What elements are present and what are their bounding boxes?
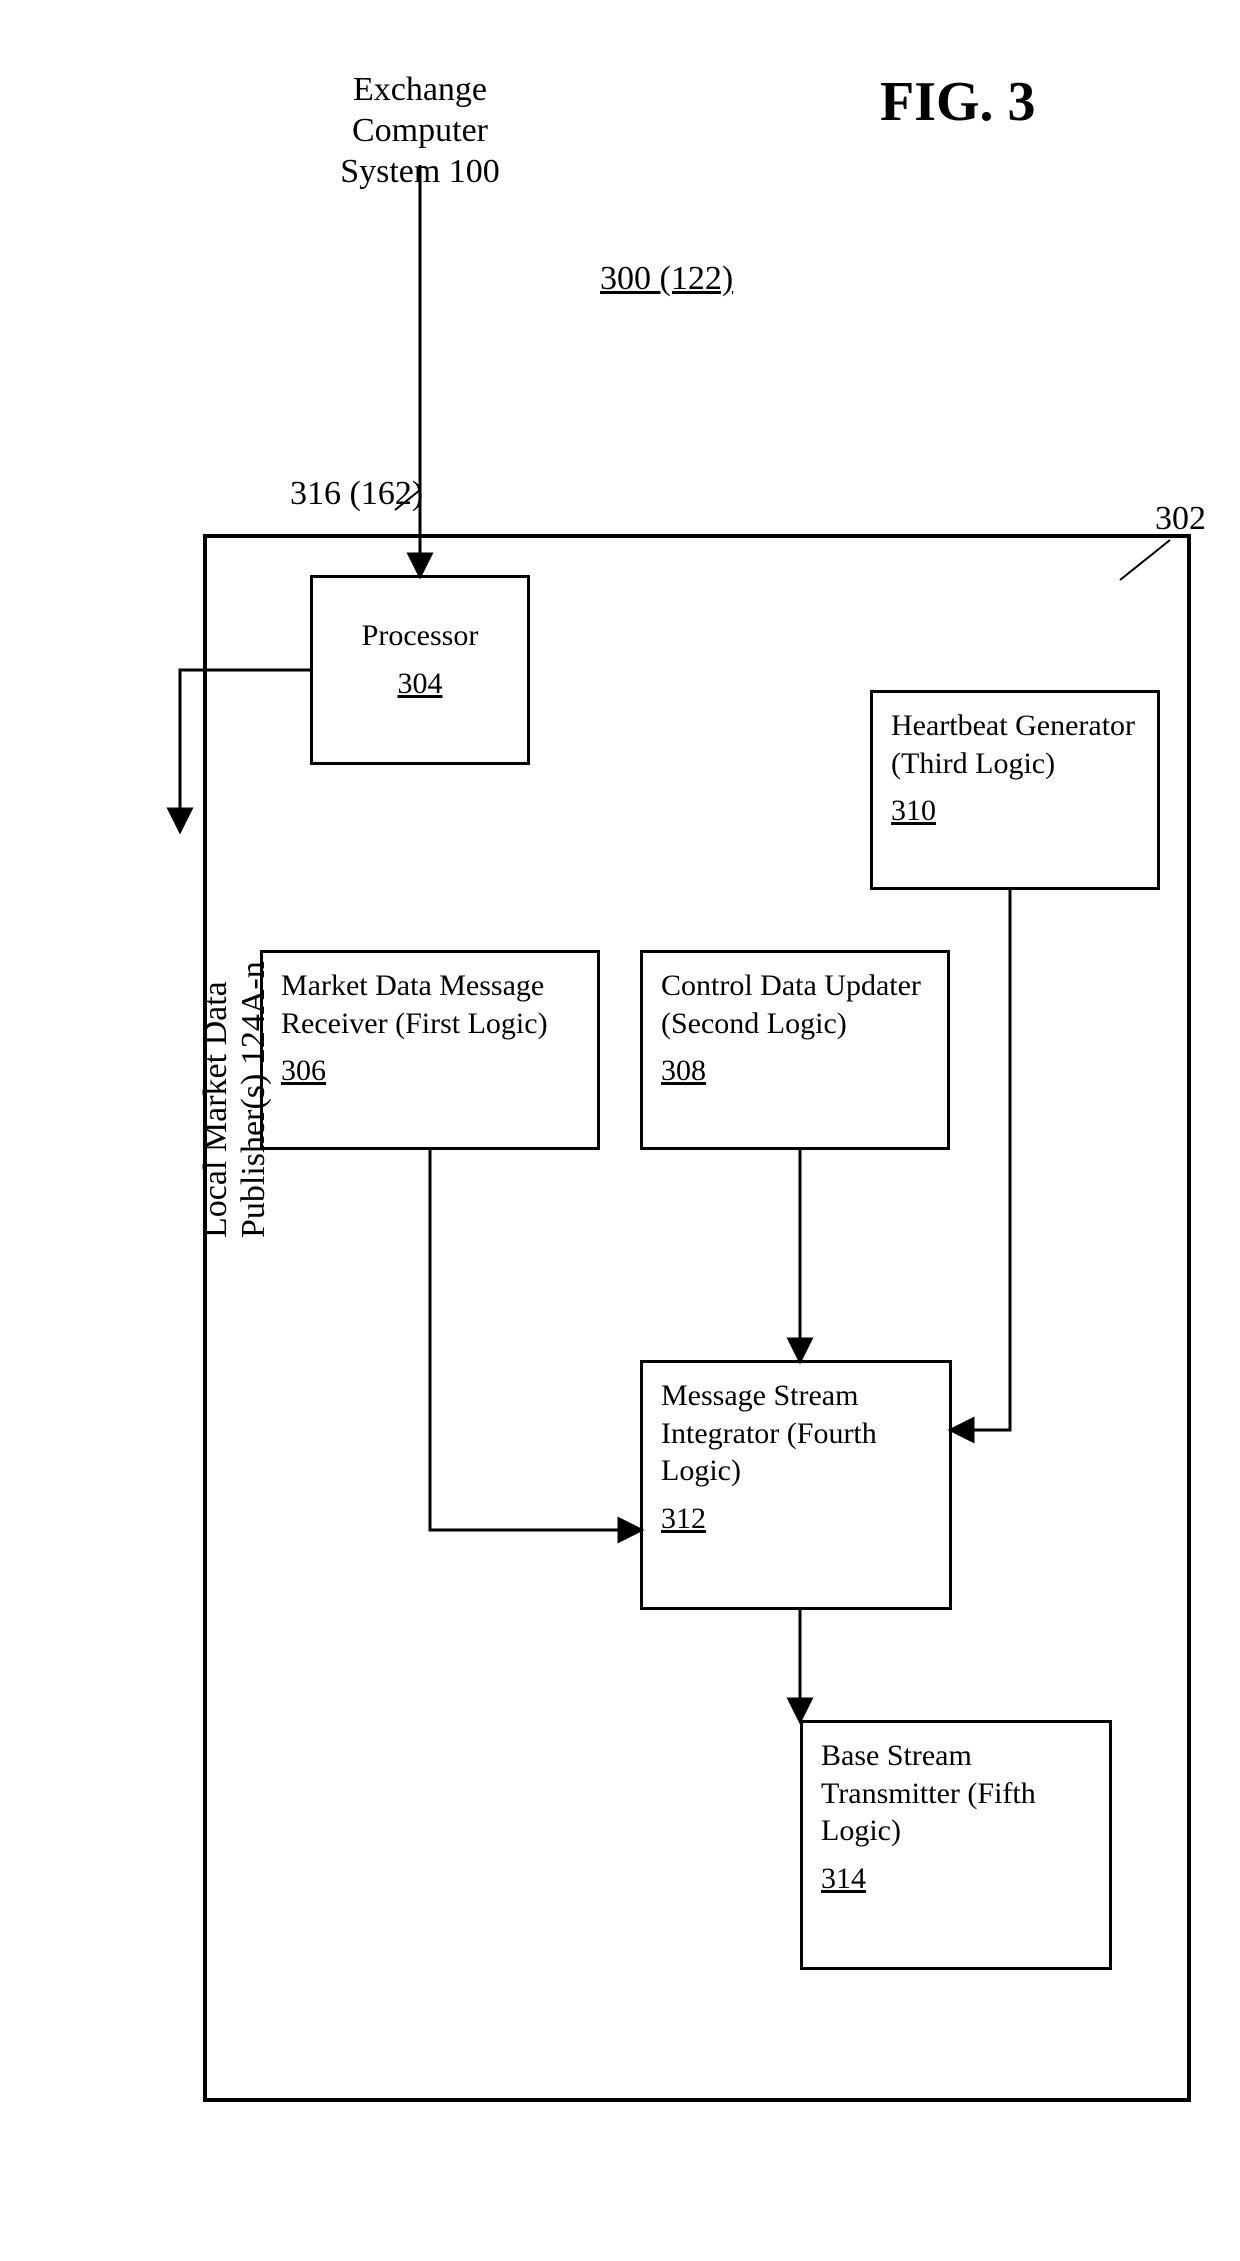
block-integrator-num: 312 (661, 1500, 931, 1538)
figure-title: FIG. 3 (880, 70, 1036, 134)
ref-302: 302 (1155, 500, 1206, 538)
ref-316: 316 (162) (290, 475, 423, 513)
block-heartbeat-num: 310 (891, 792, 1139, 830)
figure-canvas: FIG. 3 Exchange Computer System 100 316 … (0, 0, 1240, 2261)
block-heartbeat-title: Heartbeat Generator (Third Logic) (891, 707, 1139, 782)
block-heartbeat: Heartbeat Generator (Third Logic) 310 (870, 690, 1160, 890)
block-integrator: Message Stream Integrator (Fourth Logic)… (640, 1360, 952, 1610)
block-processor-title: Processor (331, 617, 509, 655)
block-receiver-title: Market Data Message Receiver (First Logi… (281, 967, 579, 1042)
ref-300: 300 (122) (600, 260, 733, 298)
block-integrator-title: Message Stream Integrator (Fourth Logic) (661, 1377, 931, 1490)
block-transmitter-title: Base Stream Transmitter (Fifth Logic) (821, 1737, 1091, 1850)
external-top-label: Exchange Computer System 100 (300, 70, 540, 192)
block-updater: Control Data Updater (Second Logic) 308 (640, 950, 950, 1150)
block-updater-num: 308 (661, 1052, 929, 1090)
external-bottom-label (116, 450, 157, 750)
block-receiver: Market Data Message Receiver (First Logi… (260, 950, 600, 1150)
block-updater-title: Control Data Updater (Second Logic) (661, 967, 929, 1042)
block-transmitter: Base Stream Transmitter (Fifth Logic) 31… (800, 1720, 1112, 1970)
block-processor: Processor 304 (310, 575, 530, 765)
block-processor-num: 304 (331, 665, 509, 703)
block-receiver-num: 306 (281, 1052, 579, 1090)
block-transmitter-num: 314 (821, 1860, 1091, 1898)
external-bottom-label-text: Local Market Data Publisher(s) 124A-n (197, 878, 273, 1238)
ref-300-num: 300 (122) (600, 260, 733, 297)
